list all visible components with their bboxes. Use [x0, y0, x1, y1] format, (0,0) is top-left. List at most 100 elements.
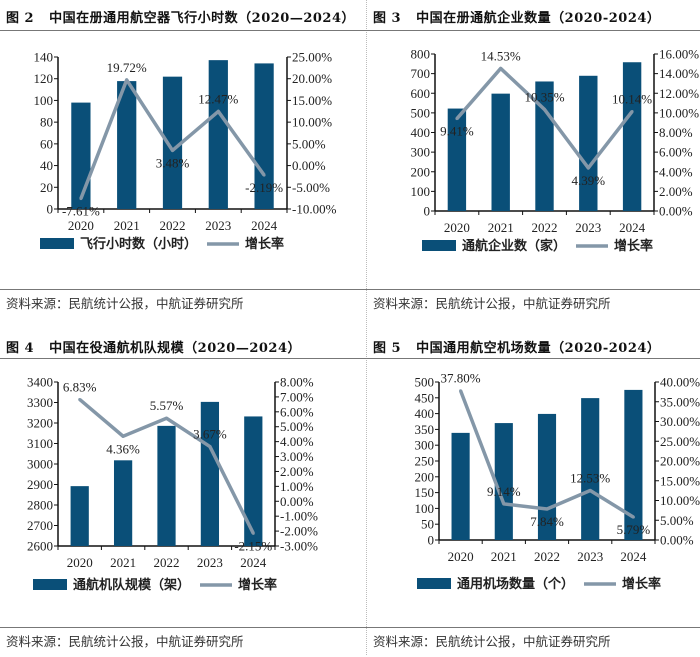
x-tick-label: 2024 — [619, 220, 646, 235]
figure-title: 图 5 中国通用航空机场数量（2020-2024） — [373, 341, 661, 356]
source-note: 资料来源：民航统计公报，中航证券研究所 — [373, 634, 611, 649]
x-tick-label: 2024 — [240, 555, 267, 570]
y2-tick-label: -5.00% — [292, 180, 330, 195]
y2-tick-label: -10.00% — [292, 202, 337, 217]
y-tick-label: 300 — [411, 145, 431, 160]
figure-title: 图 2 中国在册通用航空器飞行小时数（2020—2024） — [6, 11, 356, 26]
legend-bar-label: 飞行小时数（小时） — [80, 236, 197, 251]
y2-tick-label: 35.00% — [660, 394, 700, 409]
x-tick-label: 2021 — [114, 218, 140, 233]
data-label: 3.48% — [156, 155, 190, 170]
y2-tick-label: 8.00% — [659, 125, 693, 140]
legend-line-label: 增长率 — [245, 236, 284, 251]
y-tick-label: 3300 — [27, 395, 53, 410]
growth-point-2021 — [121, 434, 125, 438]
source-note: 资料来源：民航统计公报，中航证券研究所 — [373, 296, 611, 311]
y-tick-label: 0 — [428, 533, 435, 548]
growth-point-2024 — [631, 515, 635, 519]
y2-tick-label: 14.00% — [659, 66, 699, 81]
y2-tick-label: 10.00% — [659, 105, 699, 120]
bar-2021 — [117, 81, 137, 209]
x-tick-label: 2022 — [532, 220, 558, 235]
x-tick-label: 2024 — [620, 549, 647, 564]
data-label: 12.53% — [570, 471, 610, 486]
y-tick-label: 140 — [34, 50, 54, 65]
growth-point-2021 — [502, 502, 506, 506]
legend-bar-label: 通用机场数量（个） — [457, 576, 574, 591]
title-rule — [0, 358, 350, 359]
data-label: 10.35% — [524, 89, 564, 104]
source-note: 资料来源：民航统计公报，中航证券研究所 — [6, 296, 244, 311]
data-label: 14.53% — [481, 48, 521, 63]
data-label: 6.83% — [63, 379, 97, 394]
source-note: 资料来源：民航统计公报，中航证券研究所 — [6, 634, 244, 649]
y-tick-label: 2900 — [27, 477, 53, 492]
bar-2020 — [447, 108, 467, 211]
y-tick-label: 3000 — [27, 457, 53, 472]
y-tick-label: 0 — [47, 202, 54, 217]
x-tick-label: 2020 — [444, 220, 470, 235]
chart-figure-2: 0 20 40 60 80 100 120 140 -10.00% -5.00% 0.00% 5.00… — [34, 50, 337, 252]
y2-tick-label: 0.00% — [659, 204, 693, 219]
y2-tick-label: 6.00% — [659, 145, 693, 160]
chart-figure-4: 2600 2700 2800 2900 3000 3100 3200 3300 3400 -3.0… — [27, 375, 318, 593]
source-rule — [350, 627, 700, 628]
x-tick-label: 2023 — [577, 549, 603, 564]
x-tick-label: 2021 — [110, 555, 136, 570]
data-label: 5.79% — [617, 522, 651, 537]
data-label: 4.39% — [572, 173, 606, 188]
x-tick-label: 2020 — [448, 549, 474, 564]
data-label: 37.80% — [441, 371, 481, 386]
bar-2021 — [491, 93, 510, 211]
y2-tick-label: 10.00% — [292, 115, 332, 130]
y-tick-label: 150 — [415, 485, 435, 500]
title-rule — [0, 30, 350, 31]
data-label: -7.61% — [62, 204, 100, 219]
bar-2020 — [70, 486, 89, 546]
y-tick-label: 600 — [411, 86, 431, 101]
growth-point-2022 — [545, 507, 549, 511]
legend-line-label: 增长率 — [238, 577, 277, 592]
y2-tick-label: 20.00% — [292, 71, 332, 86]
growth-point-2022 — [171, 148, 174, 152]
y-tick-label: 450 — [415, 390, 435, 405]
figure-3-panel: 图 3 中国在册通航企业数量（2020-2024） 0 100 200 300 400 5… — [350, 0, 700, 327]
bar-2022 — [157, 425, 176, 546]
y2-tick-label: 20.00% — [660, 454, 700, 469]
y2-tick-label: 15.00% — [660, 473, 700, 488]
y-tick-label: 3200 — [27, 416, 53, 431]
legend-line-label: 增长率 — [622, 576, 661, 591]
y2-tick-label: 5.00% — [280, 419, 314, 434]
x-tick-label: 2020 — [68, 218, 94, 233]
legend-bar-swatch — [422, 240, 456, 251]
x-tick-label: 2023 — [575, 220, 601, 235]
bar-2024 — [624, 389, 643, 540]
figure-5-panel: 图 5 中国通用航空机场数量（2020-2024） 0 50 100 150 200 25… — [350, 330, 700, 657]
legend-bar-swatch — [40, 238, 74, 249]
y2-tick-label: -3.00% — [280, 539, 318, 554]
y-tick-label: 200 — [411, 164, 431, 179]
y-tick-label: 250 — [415, 454, 435, 469]
growth-point-2022 — [543, 107, 546, 111]
growth-point-2020 — [459, 389, 463, 393]
growth-point-2021 — [499, 66, 503, 70]
legend-bar-swatch — [417, 578, 451, 589]
bar-2020 — [71, 102, 91, 209]
y-tick-label: 3100 — [27, 436, 53, 451]
growth-point-2024 — [251, 531, 255, 535]
bar-2024 — [622, 62, 642, 212]
x-tick-label: 2020 — [67, 555, 93, 570]
y-tick-label: 2600 — [27, 539, 53, 554]
y-tick-label: 60 — [40, 136, 53, 151]
data-label: 9.14% — [487, 484, 521, 499]
x-tick-label: 2021 — [491, 549, 517, 564]
bar-2020 — [451, 432, 470, 540]
y-tick-label: 350 — [415, 422, 435, 437]
growth-point-2020 — [79, 197, 83, 201]
data-label: 12.47% — [198, 91, 238, 106]
y2-tick-label: 1.00% — [280, 479, 314, 494]
y-tick-label: 700 — [411, 66, 431, 81]
y2-tick-label: 15.00% — [292, 93, 332, 108]
figure-title: 图 3 中国在册通航企业数量（2020-2024） — [373, 11, 661, 26]
y-tick-label: 2700 — [27, 518, 53, 533]
